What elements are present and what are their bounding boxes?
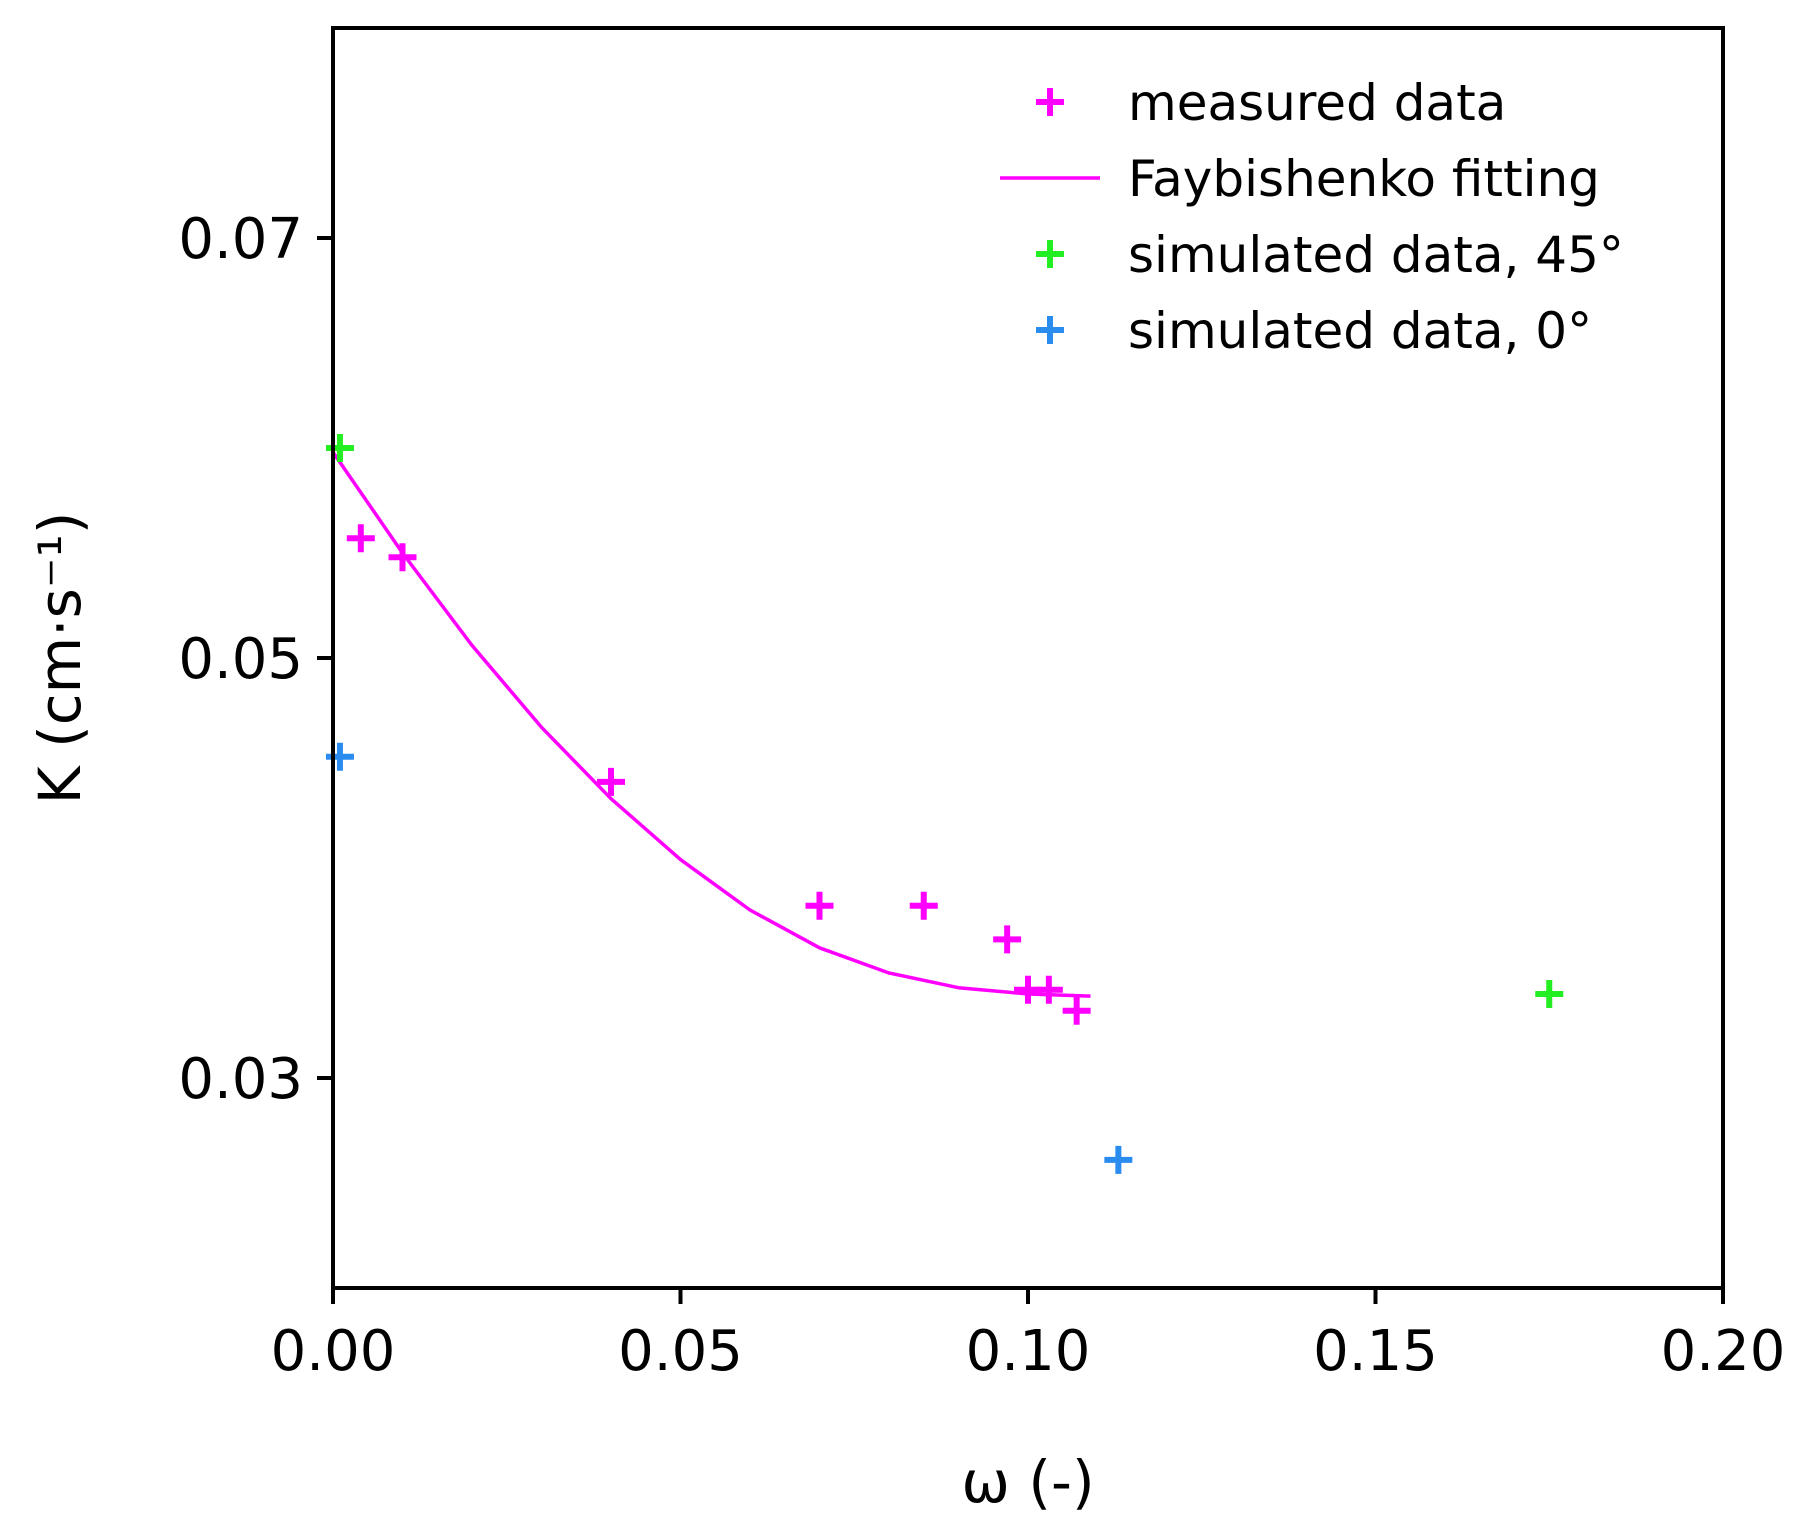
data-point-simulated-data-0-glyph [325,742,354,771]
legend-label: simulated data, 0° [1128,302,1592,360]
data-point-simulated-data-45-glyph [1535,980,1564,1008]
data-point-measured-data [346,524,375,553]
data-point-measured-data [805,891,834,920]
data-point-measured-data-glyph [1062,996,1091,1025]
data-point-simulated-data-45 [1535,980,1564,1008]
fit-layer [331,451,1091,998]
y-axis-label: K (cm·s⁻¹) [26,512,94,805]
legend-marker-swatch [1036,316,1064,344]
data-point-measured-data [993,925,1022,954]
data-point-measured-data-glyph [597,767,625,796]
y-tick-label: 0.07 [178,207,303,272]
data-point-measured-data-glyph [993,925,1022,954]
legend-marker-swatch [1036,88,1064,116]
data-point-simulated-data-0 [1104,1145,1133,1174]
fit-line [331,451,1091,998]
x-tick-label: 0.05 [618,1319,743,1384]
x-axis-label: ω (-) [961,1448,1094,1516]
legend-marker-swatch-glyph [1036,88,1064,116]
data-point-measured-data [909,891,938,920]
data-point-simulated-data-0-glyph [1104,1145,1133,1174]
y-tick-label: 0.03 [178,1047,303,1112]
y-axis: 0.03 0.05 0.07 [178,207,333,1112]
data-point-measured-data-glyph [909,891,938,920]
legend-marker-swatch [1036,240,1064,268]
data-point-measured-data-glyph [388,543,417,572]
data-point-measured-data [388,543,417,572]
data-point-measured-data-glyph [346,524,375,553]
legend: measured data Faybishenko fitting simulate… [1000,74,1624,360]
legend-label: measured data [1128,74,1506,132]
data-point-measured-data-glyph [1034,975,1063,1004]
data-point-measured-data-glyph [805,891,834,920]
data-point-simulated-data-45 [325,434,354,462]
x-tick-label: 0.00 [271,1319,396,1384]
legend-label: simulated data, 45° [1128,226,1624,284]
plot-frame [331,26,1725,1290]
data-point-measured-data [1034,975,1063,1004]
data-point-simulated-data-45-glyph [325,434,354,462]
data-point-measured-data [597,767,625,796]
legend-label: Faybishenko fitting [1128,150,1600,208]
x-tick-label: 0.10 [966,1319,1091,1384]
x-tick-label: 0.15 [1313,1319,1438,1384]
marker-layer [325,434,1564,1174]
data-point-simulated-data-0 [325,742,354,771]
legend-marker-swatch-glyph [1036,316,1064,344]
legend-marker-swatch-glyph [1036,240,1064,268]
y-tick-label: 0.05 [178,627,303,692]
x-tick-label: 0.20 [1661,1319,1786,1384]
x-axis: 0.00 0.05 0.10 0.15 0.20 [271,1288,1786,1384]
data-point-measured-data [1062,996,1091,1025]
